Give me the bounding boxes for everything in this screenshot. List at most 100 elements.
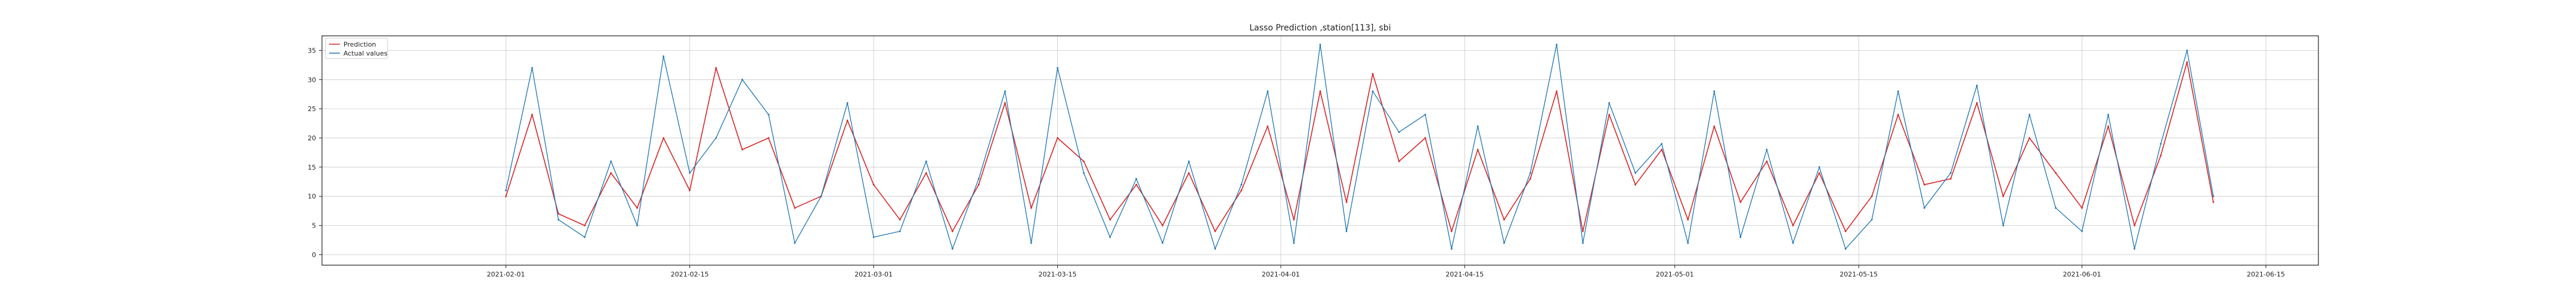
data-point-prediction xyxy=(610,172,612,174)
data-point-actual-values xyxy=(977,178,980,180)
data-point-prediction xyxy=(1818,172,1820,174)
data-point-actual-values xyxy=(689,172,691,174)
data-point-prediction xyxy=(1267,125,1269,127)
data-point-actual-values xyxy=(1293,242,1295,244)
x-tick-label: 2021-05-15 xyxy=(1840,271,1878,278)
data-point-prediction xyxy=(1083,160,1085,162)
data-point-actual-values xyxy=(1739,236,1742,238)
data-point-prediction xyxy=(1608,113,1611,116)
data-point-prediction xyxy=(505,195,507,198)
data-point-actual-values xyxy=(925,160,927,162)
data-point-prediction xyxy=(951,230,953,232)
data-point-actual-values xyxy=(1661,143,1663,145)
data-point-prediction xyxy=(767,137,770,139)
data-point-prediction xyxy=(1503,219,1505,221)
data-point-actual-values xyxy=(1345,230,1348,232)
data-point-prediction xyxy=(1345,201,1348,203)
data-point-actual-values xyxy=(715,137,717,139)
y-tick-label: 35 xyxy=(308,47,316,54)
data-point-prediction xyxy=(662,137,665,139)
data-point-actual-values xyxy=(1476,125,1479,127)
data-point-prediction xyxy=(977,183,980,186)
data-point-prediction xyxy=(2081,207,2083,209)
data-point-actual-values xyxy=(1214,248,1216,250)
data-point-actual-values xyxy=(1267,90,1269,93)
y-axis: 0 5 10 15 20 25 30 35 xyxy=(308,47,322,259)
data-point-prediction xyxy=(636,207,638,209)
data-point-actual-values xyxy=(1634,172,1637,174)
data-point-actual-values xyxy=(1319,44,1321,46)
data-point-actual-values xyxy=(2212,195,2215,198)
data-point-prediction xyxy=(1030,207,1032,209)
grid xyxy=(322,36,2318,265)
data-point-prediction xyxy=(1661,149,1663,150)
data-point-actual-values xyxy=(951,248,953,250)
data-point-actual-values xyxy=(2160,143,2162,145)
x-tick-label: 2021-02-15 xyxy=(671,271,709,278)
legend-box xyxy=(325,38,388,59)
data-point-prediction xyxy=(1398,160,1400,162)
data-point-prediction xyxy=(1476,149,1479,150)
data-point-prediction xyxy=(846,119,849,122)
data-point-prediction xyxy=(1004,102,1006,104)
data-point-prediction xyxy=(1530,178,1531,180)
data-point-actual-values xyxy=(2029,113,2030,116)
series-line-actual-values xyxy=(505,44,2214,250)
x-tick-label: 2021-04-15 xyxy=(1445,271,1484,278)
data-point-actual-values xyxy=(1818,166,1820,168)
data-point-prediction xyxy=(1582,230,1584,232)
data-point-actual-values xyxy=(1871,219,1873,221)
data-point-actual-values xyxy=(741,78,744,81)
data-point-prediction xyxy=(2055,172,2057,174)
data-point-actual-values xyxy=(1556,44,1558,46)
data-point-prediction xyxy=(1109,219,1111,221)
data-point-prediction xyxy=(1687,219,1689,221)
data-point-prediction xyxy=(2002,195,2004,198)
data-point-actual-values xyxy=(2186,50,2188,51)
data-point-prediction xyxy=(1371,73,1374,75)
data-point-actual-values xyxy=(584,236,586,238)
data-point-actual-values xyxy=(1424,113,1426,116)
data-point-actual-values xyxy=(1844,248,1847,250)
data-point-prediction xyxy=(1240,189,1243,192)
x-axis: 2021-02-01 2021-02-15 2021-03-01 2021-03-15… xyxy=(487,265,2285,278)
plot-area xyxy=(321,35,2319,266)
data-point-prediction xyxy=(1897,113,1899,116)
data-point-prediction xyxy=(1634,183,1637,186)
data-point-prediction xyxy=(1739,201,1742,203)
data-point-prediction xyxy=(715,67,717,69)
data-point-actual-values xyxy=(1949,172,1952,174)
x-tick-label: 2021-02-01 xyxy=(487,271,525,278)
data-point-actual-values xyxy=(1083,172,1085,174)
y-tick-label: 5 xyxy=(312,222,316,230)
legend-label-prediction: Prediction xyxy=(343,41,376,48)
data-point-prediction xyxy=(558,213,559,215)
data-point-actual-values xyxy=(1530,172,1531,174)
data-point-prediction xyxy=(899,219,901,221)
data-point-prediction xyxy=(2134,225,2136,226)
data-point-actual-values xyxy=(1608,102,1611,104)
data-point-prediction xyxy=(1766,160,1768,162)
data-point-prediction xyxy=(1293,219,1295,221)
data-point-actual-values xyxy=(531,67,533,69)
data-point-actual-values xyxy=(2002,225,2004,226)
x-tick-label: 2021-06-15 xyxy=(2247,271,2285,278)
data-point-prediction xyxy=(2029,137,2030,139)
data-point-prediction xyxy=(1450,230,1453,232)
data-point-actual-values xyxy=(1687,242,1689,244)
data-point-actual-values xyxy=(1897,90,1899,93)
data-point-prediction xyxy=(2160,154,2162,156)
x-tick-label: 2021-05-01 xyxy=(1656,271,1694,278)
data-point-prediction xyxy=(1057,137,1058,139)
data-point-actual-values xyxy=(820,195,822,198)
y-tick-label: 20 xyxy=(308,134,316,142)
data-point-actual-values xyxy=(1923,207,1925,209)
data-point-actual-values xyxy=(1713,90,1716,93)
data-point-prediction xyxy=(1319,90,1321,93)
data-point-actual-values xyxy=(1240,183,1243,186)
data-point-prediction xyxy=(2186,61,2188,63)
data-point-prediction xyxy=(584,225,586,226)
data-point-actual-values xyxy=(1766,149,1768,150)
data-point-actual-values xyxy=(1398,131,1400,133)
data-point-prediction xyxy=(925,172,927,174)
